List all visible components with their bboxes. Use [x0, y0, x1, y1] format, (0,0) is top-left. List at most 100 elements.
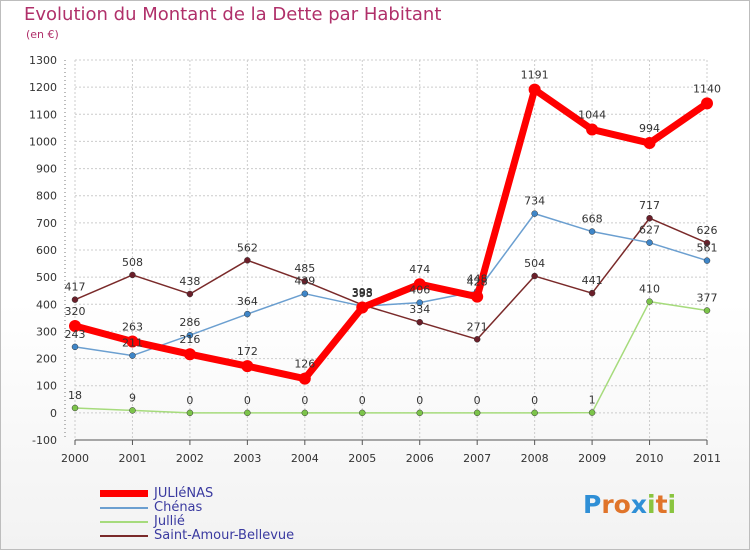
grid-lines — [74, 59, 708, 441]
data-label-saint-amour-bellevue: 398 — [352, 286, 373, 299]
data-label-juli-nas: 1191 — [521, 69, 549, 82]
data-label-saint-amour-bellevue: 438 — [179, 275, 200, 288]
data-label-juli-nas: 172 — [237, 345, 258, 358]
data-point-saint-amour-bellevue — [301, 277, 309, 285]
data-label-julli-: 377 — [697, 292, 718, 305]
axes: -100010020030040050060070080090010001100… — [29, 54, 721, 465]
x-tick-label: 2009 — [578, 452, 606, 465]
data-label-saint-amour-bellevue: 334 — [409, 303, 430, 316]
data-label-saint-amour-bellevue: 562 — [237, 241, 258, 254]
data-point-ch-nas — [244, 310, 251, 318]
y-tick-label: 1300 — [29, 54, 57, 67]
series-line-julli- — [74, 300, 708, 414]
y-tick-label: -100 — [32, 434, 57, 447]
data-label-juli-nas: 474 — [409, 263, 430, 276]
data-label-saint-amour-bellevue: 508 — [122, 256, 143, 269]
data-point-julli- — [588, 409, 596, 416]
y-tick-label: 900 — [36, 163, 57, 176]
data-point-juli-nas — [183, 348, 196, 361]
legend-item-julienas: JULIéNAS — [100, 486, 360, 502]
data-label-julli-: 410 — [639, 283, 660, 296]
data-label-juli-nas: 1044 — [578, 108, 606, 121]
data-point-julli- — [301, 409, 309, 417]
data-label-juli-nas: 126 — [294, 358, 315, 371]
data-point-juli-nas — [528, 83, 541, 96]
y-tick-label: 800 — [36, 190, 57, 203]
data-label-juli-nas: 428 — [467, 276, 488, 289]
data-label-ch-nas: 627 — [639, 224, 660, 237]
data-label-ch-nas: 393 — [352, 287, 373, 300]
data-label-juli-nas: 388 — [352, 287, 373, 300]
legend-label-saint-amour-bellevue: Saint-Amour-Bellevue — [154, 528, 295, 543]
data-point-juli-nas — [126, 335, 139, 348]
logo-letter: t — [655, 490, 668, 519]
data-point-saint-amour-bellevue — [703, 239, 711, 247]
y-tick-label: 0 — [50, 407, 57, 420]
logo-letter: o — [613, 490, 631, 519]
y-tick-label: 1000 — [29, 135, 57, 148]
data-point-julli- — [186, 409, 194, 417]
data-label-julli-: 18 — [68, 389, 82, 402]
data-point-julli- — [473, 409, 481, 417]
data-label-julli-: 0 — [416, 394, 423, 407]
data-point-julli- — [416, 409, 423, 417]
x-tick-label: 2010 — [636, 452, 664, 465]
data-point-juli-nas — [356, 301, 369, 314]
data-label-ch-nas: 448 — [467, 272, 488, 285]
data-point-julli- — [129, 407, 136, 414]
legend-item-saint-amour-bellevue: Saint-Amour-Bellevue — [100, 528, 360, 544]
data-label-saint-amour-bellevue: 485 — [294, 262, 315, 275]
data-label-ch-nas: 406 — [409, 284, 430, 297]
x-tick-label: 2011 — [693, 452, 721, 465]
data-label-saint-amour-bellevue: 626 — [697, 224, 718, 237]
data-point-juli-nas — [471, 290, 484, 303]
data-label-juli-nas: 216 — [179, 333, 200, 346]
data-label-juli-nas: 263 — [122, 320, 143, 333]
x-tick-label: 2002 — [176, 452, 204, 465]
x-tick-label: 2003 — [233, 452, 261, 465]
legend-item-jullie: Jullié — [100, 514, 360, 530]
data-point-saint-amour-bellevue — [416, 318, 423, 326]
data-point-saint-amour-bellevue — [71, 296, 79, 303]
y-tick-label: 600 — [36, 244, 57, 257]
y-tick-label: 400 — [36, 298, 57, 311]
data-label-ch-nas: 439 — [294, 275, 315, 288]
data-label-julli-: 0 — [531, 394, 538, 407]
data-point-julli- — [646, 298, 653, 305]
data-point-saint-amour-bellevue — [646, 214, 653, 222]
data-label-juli-nas: 1140 — [693, 82, 721, 95]
data-point-saint-amour-bellevue — [129, 271, 136, 279]
legend-swatch-julienas — [100, 490, 148, 497]
legend-label-chenas: Chénas — [154, 500, 203, 515]
data-label-ch-nas: 243 — [65, 328, 86, 341]
data-label-ch-nas: 364 — [237, 295, 258, 308]
data-label-juli-nas: 994 — [639, 122, 660, 135]
logo-letter: r — [601, 490, 614, 519]
proxiti-logo: Proxiti — [583, 490, 676, 519]
chart-title: Evolution du Montant de la Dette par Hab… — [24, 4, 442, 25]
logo-letter: P — [583, 490, 602, 519]
series-layer — [69, 83, 713, 417]
data-point-julli- — [71, 404, 79, 412]
chart-unit: (en €) — [26, 28, 59, 41]
x-tick-label: 2000 — [61, 452, 89, 465]
logo-letter: i — [647, 490, 656, 519]
logo-letter: i — [667, 490, 677, 519]
x-tick-label: 2001 — [118, 452, 146, 465]
data-point-ch-nas — [703, 257, 711, 264]
data-label-saint-amour-bellevue: 717 — [639, 199, 660, 212]
legend-swatch-jullie — [100, 521, 148, 523]
data-point-ch-nas — [646, 239, 653, 246]
y-tick-label: 300 — [36, 325, 57, 338]
x-tick-label: 2008 — [521, 452, 549, 465]
data-point-juli-nas — [586, 123, 599, 136]
data-label-ch-nas: 211 — [122, 337, 143, 350]
data-point-saint-amour-bellevue — [531, 272, 538, 280]
legend-swatch-chenas — [100, 507, 148, 509]
x-tick-label: 2007 — [463, 452, 491, 465]
data-point-saint-amour-bellevue — [186, 290, 194, 298]
x-tick-label: 2005 — [348, 452, 376, 465]
data-point-juli-nas — [701, 97, 713, 110]
